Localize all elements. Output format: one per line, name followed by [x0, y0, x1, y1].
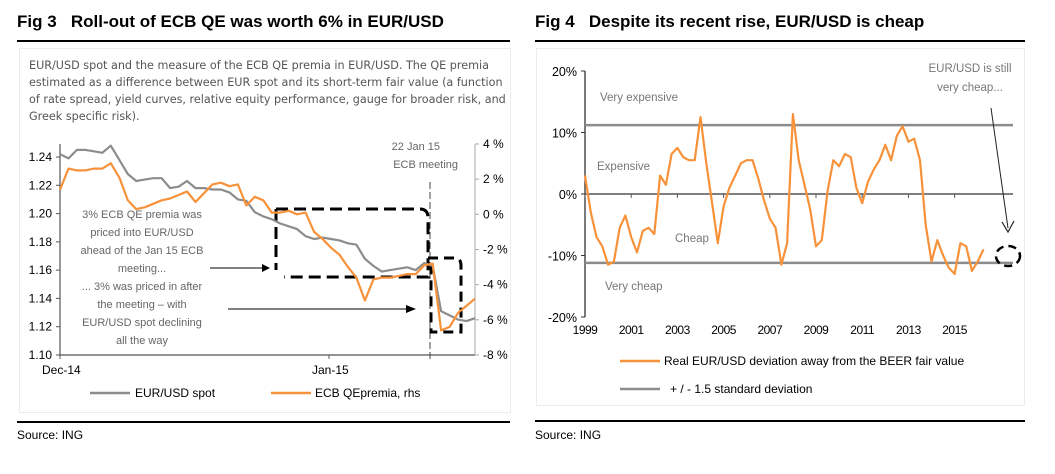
- left-y-tick-label: 1.12: [29, 320, 53, 334]
- legend-label-premia: ECB QEpremia, rhs: [315, 386, 420, 400]
- ecb-meeting-label: 22 Jan 15: [392, 141, 440, 153]
- right-y-tick-label: -4 %: [483, 278, 508, 292]
- x-tick-label: Dec-14: [42, 363, 81, 377]
- x-tick-label: 2009: [804, 323, 830, 337]
- fig4-source: Source: ING: [535, 428, 602, 442]
- post-meeting-box: [428, 256, 463, 334]
- region-label-very-expensive: Very expensive: [600, 92, 678, 104]
- fig4-title: Fig 4 Despite its recent rise, EUR/USD i…: [535, 12, 924, 32]
- right-y-tick-label: -2 %: [483, 243, 508, 257]
- arrow-head: [1001, 220, 1015, 234]
- x-tick-label: Jan-15: [312, 363, 349, 377]
- left-y-tick-label: 1.10: [29, 348, 53, 362]
- legend-label-deviation: Real EUR/USD deviation away from the BEE…: [664, 354, 964, 368]
- region-label-very-cheap: Very cheap: [605, 281, 663, 293]
- left-y-tick-label: 1.24: [29, 150, 53, 164]
- arrow-head: [406, 305, 416, 313]
- left-y-tick-label: 1.16: [29, 263, 53, 277]
- y-tick-label: -20%: [548, 311, 577, 325]
- region-label-cheap: Cheap: [675, 233, 709, 245]
- eurusd-spot-line: [59, 144, 476, 323]
- annotation-text: ahead of the Jan 15 ECB: [81, 245, 204, 257]
- beer-deviation-line: [583, 112, 985, 275]
- x-tick-label: 2007: [757, 323, 783, 337]
- right-y-tick-label: 4 %: [483, 137, 504, 151]
- fig3-label: Fig 3: [17, 12, 57, 31]
- fig4-label: Fig 4: [535, 12, 575, 31]
- fig3-title-rule: [17, 40, 510, 42]
- left-y-tick-label: 1.14: [29, 291, 53, 305]
- arrow-head: [262, 264, 270, 272]
- y-tick-label: 0%: [559, 188, 577, 202]
- x-tick-label: 2011: [850, 323, 875, 337]
- fig3-source: Source: ING: [17, 428, 84, 442]
- fig3-description: EUR/USD spot and the measure of the ECB …: [29, 59, 506, 123]
- fig4-title-rule: [535, 40, 1025, 42]
- pre-meeting-box: [274, 207, 430, 279]
- ecb-meeting-label: ECB meeting: [393, 159, 458, 171]
- x-tick-label: 2001: [619, 323, 645, 337]
- annotation-text: meeting...: [118, 263, 166, 275]
- legend-label-stddev: + / - 1.5 standard deviation: [670, 382, 812, 396]
- annotation-arrow: [990, 107, 1009, 229]
- right-y-tick-label: 2 %: [483, 172, 504, 186]
- y-tick-label: -10%: [548, 250, 577, 264]
- x-tick-label: 2013: [896, 323, 922, 337]
- x-tick-label: 1999: [573, 323, 599, 337]
- legend-label-spot: EUR/USD spot: [135, 386, 216, 400]
- fig3-chart: 1.24 1.22 1.20 1.18 1.16 1.14 1.12 1.10 4 % 2 % 0 …: [29, 137, 508, 400]
- fig4-chart: 20% 10% 0% -10% -20%1999 2001 2003 2005 2007 2009…: [548, 63, 1022, 396]
- right-y-tick-label: 0 %: [483, 207, 504, 221]
- annotation-text: EUR/USD is still: [928, 63, 1011, 75]
- x-tick-label: 2015: [942, 323, 968, 337]
- left-y-tick-label: 1.22: [29, 178, 53, 192]
- fig4-source-rule: [535, 420, 1025, 422]
- fig3-title-text: Roll-out of ECB QE was worth 6% in EUR/U…: [70, 12, 444, 31]
- right-y-tick-label: -6 %: [483, 313, 508, 327]
- right-y-tick-label: -8 %: [483, 348, 508, 362]
- annotation-text: the meeting – with: [97, 299, 186, 311]
- fig4-title-text: Despite its recent rise, EUR/USD is chea…: [588, 12, 925, 31]
- annotation-text: EUR/USD spot declining: [82, 317, 202, 329]
- annotation-text: priced into EUR/USD: [90, 227, 193, 239]
- left-y-tick-label: 1.20: [29, 207, 53, 221]
- annotation-text: very cheap...: [937, 82, 1003, 94]
- region-label-expensive: Expensive: [597, 161, 650, 173]
- fig3-source-rule: [17, 421, 510, 423]
- qe-premia-line: [58, 162, 476, 332]
- fig4-panel: [536, 48, 1025, 406]
- x-tick-label: 2005: [711, 323, 737, 337]
- fig3-title: Fig 3 Roll-out of ECB QE was worth 6% in…: [17, 12, 444, 32]
- annotation-text: ... 3% was priced in after: [82, 281, 203, 293]
- annotation-text: 3% ECB QE premia was: [82, 209, 202, 221]
- highlight-circle: [994, 244, 1022, 268]
- x-tick-label: 2003: [665, 323, 691, 337]
- y-tick-label: 10%: [552, 127, 577, 141]
- annotation-text: all the way: [116, 335, 168, 347]
- left-y-tick-label: 1.18: [29, 235, 53, 249]
- y-tick-label: 20%: [552, 65, 577, 79]
